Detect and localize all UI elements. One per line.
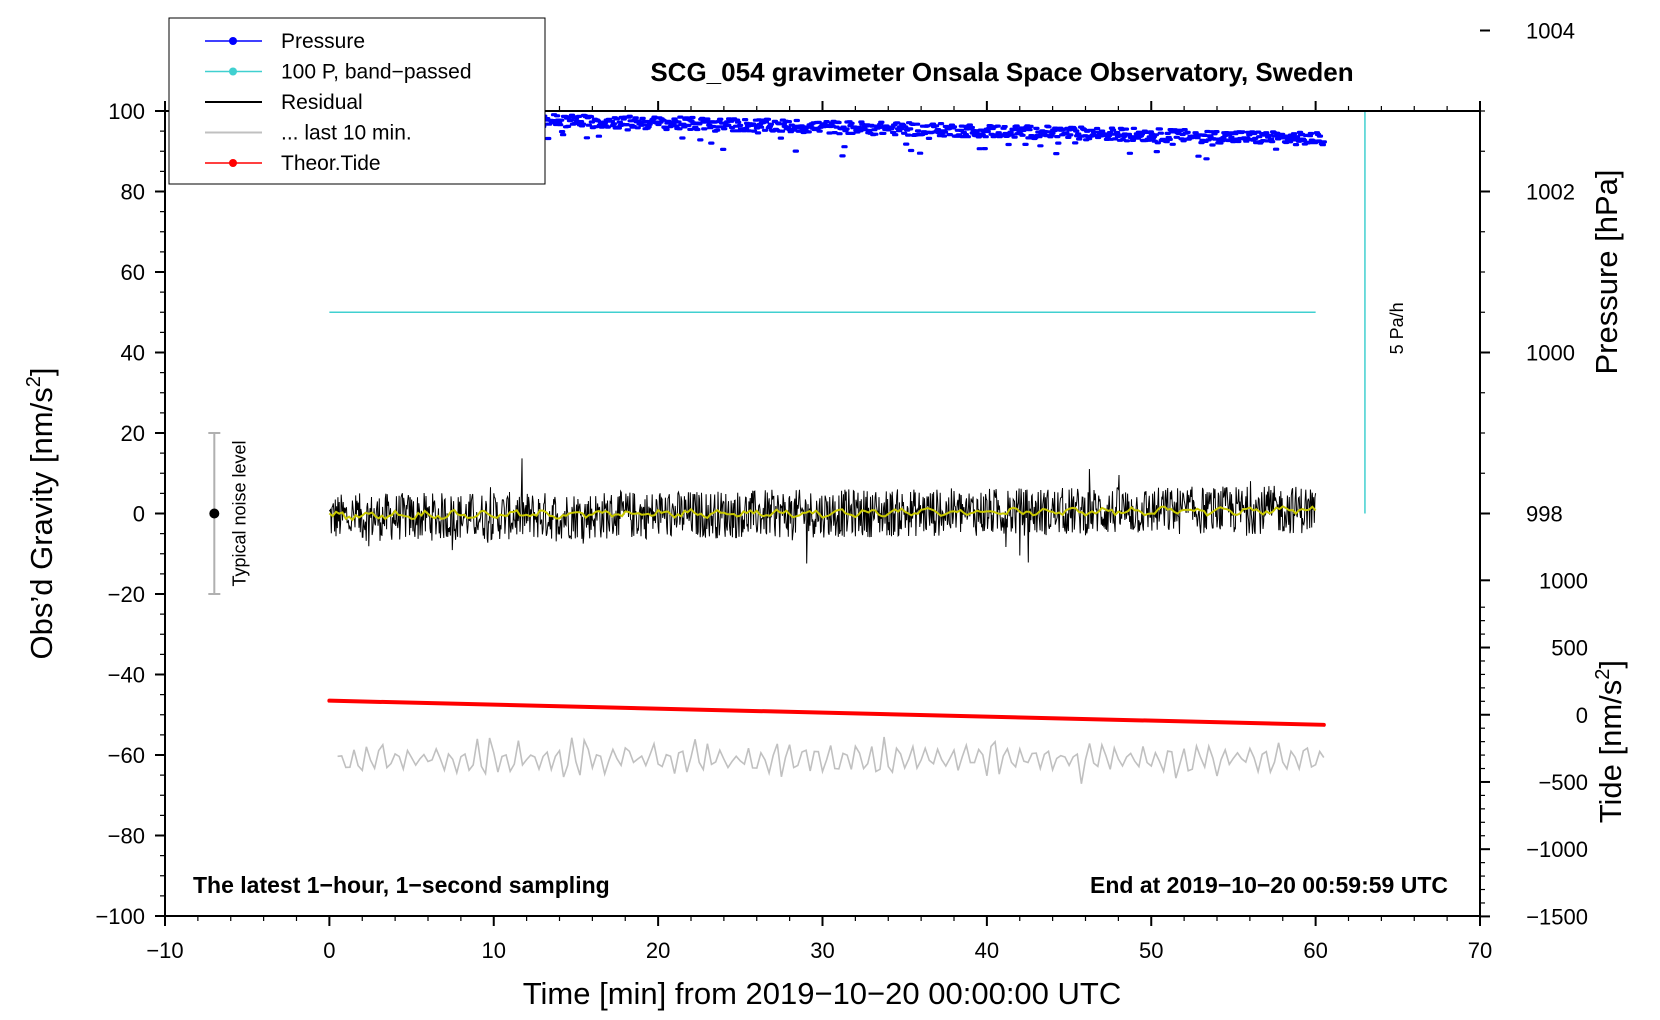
legend-swatch-marker — [229, 159, 237, 167]
x-tick-label: 40 — [975, 938, 999, 963]
legend-entry-label: Theor.Tide — [281, 152, 381, 175]
x-tick-label: 60 — [1303, 938, 1327, 963]
chart-title: SCG_054 gravimeter Onsala Space Observat… — [650, 57, 1353, 87]
y-tick-label: 100 — [108, 99, 145, 124]
tide-tick-label: −1500 — [1526, 904, 1588, 929]
x-tick-label: −10 — [146, 938, 183, 963]
tide-tick-label: 500 — [1551, 636, 1588, 661]
y-tick-label: 40 — [121, 341, 145, 366]
tide-tick-label: 1000 — [1539, 568, 1588, 593]
series-residual-smoothed — [328, 505, 1317, 522]
legend: Pressure 100 P, band−passed Residual ... la… — [168, 17, 546, 185]
pressure-tick-label: 1004 — [1526, 19, 1575, 44]
y-tick-label: 20 — [121, 421, 145, 446]
pressure-tick-label: 1000 — [1526, 341, 1575, 366]
x-tick-label: 70 — [1468, 938, 1492, 963]
noise-bar-label: Typical noise level — [229, 440, 249, 586]
plot-area — [208, 107, 1366, 784]
y-axis-title-pressure: Pressure [hPa] — [1589, 169, 1624, 374]
pressure-tick-label: 998 — [1526, 502, 1563, 527]
legend-swatch-marker — [229, 37, 237, 45]
y-tick-label: −80 — [108, 824, 145, 849]
y-tick-label: −40 — [108, 663, 145, 688]
tide-tick-label: −500 — [1538, 770, 1588, 795]
legend-entry-label: 100 P, band−passed — [281, 61, 472, 84]
y-axis-title-left: Obs’d Gravity [nm/s2] — [23, 368, 59, 660]
annotation-sampling: The latest 1−hour, 1−second sampling — [193, 872, 610, 898]
y-tick-label: 60 — [121, 260, 145, 285]
legend-entry-label: ... last 10 min. — [281, 122, 412, 145]
pressure-tick-label: 1002 — [1526, 180, 1575, 205]
series-last-10-min — [337, 736, 1325, 784]
scale-bar-label: 5 Pa/h — [1387, 302, 1407, 354]
series-residual — [328, 458, 1317, 564]
tide-tick-label: −1000 — [1526, 837, 1588, 862]
y-tick-label: −100 — [95, 904, 145, 929]
legend-swatch-marker — [229, 67, 237, 76]
y-tick-label: −20 — [108, 582, 145, 607]
series-theoretical-tide — [327, 698, 1326, 727]
tide-tick-label: 0 — [1576, 703, 1588, 728]
y-tick-label: −60 — [108, 743, 145, 768]
x-tick-label: 10 — [482, 938, 506, 963]
annotation-end-time: End at 2019−10−20 00:59:59 UTC — [1090, 872, 1448, 898]
x-tick-label: 20 — [646, 938, 670, 963]
x-tick-label: 0 — [323, 938, 335, 963]
y-tick-label: 80 — [121, 180, 145, 205]
legend-entry-label: Residual — [281, 91, 363, 114]
y-tick-label: 0 — [133, 502, 145, 527]
legend-entry-label: Pressure — [281, 30, 365, 53]
x-tick-label: 30 — [810, 938, 834, 963]
y-axis-title-tide: Tide [nm/s2] — [1592, 660, 1628, 823]
noise-bar-center-dot — [209, 508, 220, 519]
axes: −10 0 10 20 30 40 50 60 70−100−80−60−40−20020406… — [95, 19, 1588, 964]
x-tick-label: 50 — [1139, 938, 1163, 963]
x-axis-title: Time [min] from 2019−10−20 00:00:00 UTC — [523, 976, 1122, 1011]
